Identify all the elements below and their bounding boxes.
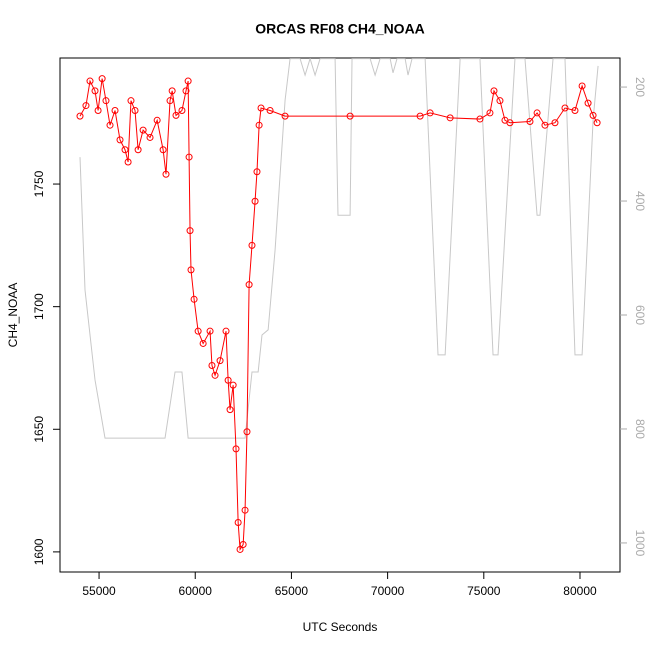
data-point — [224, 376, 232, 384]
data-point — [86, 77, 94, 85]
data-point — [106, 121, 114, 129]
data-point — [416, 112, 424, 120]
data-point — [187, 266, 195, 274]
data-point — [153, 116, 161, 124]
data-point — [561, 104, 569, 112]
data-point — [111, 106, 119, 114]
data-point — [490, 87, 498, 95]
data-point — [571, 106, 579, 114]
x-tick-label: 60000 — [179, 584, 213, 598]
data-point — [159, 146, 167, 154]
series-line — [79, 58, 599, 439]
data-point — [541, 121, 549, 129]
data-point — [229, 381, 237, 389]
data-point — [168, 87, 176, 95]
x-tick-label: 65000 — [275, 584, 309, 598]
data-point — [184, 77, 192, 85]
data-point — [222, 327, 230, 335]
data-point — [346, 112, 354, 120]
data-point — [245, 281, 253, 289]
data-point — [121, 146, 129, 154]
data-point — [593, 119, 601, 127]
x-tick-label: 80000 — [563, 584, 597, 598]
data-point — [226, 406, 234, 414]
y-tick-label: 1600 — [32, 538, 46, 565]
data-point — [199, 339, 207, 347]
data-point — [241, 506, 249, 514]
x-tick-label: 55000 — [82, 584, 116, 598]
data-point — [146, 133, 154, 141]
data-point — [76, 112, 84, 120]
data-point — [178, 106, 186, 114]
data-point — [266, 106, 274, 114]
data-point — [211, 371, 219, 379]
data-point — [236, 545, 244, 553]
x-axis-label: UTC Seconds — [303, 620, 378, 634]
data-point — [496, 97, 504, 105]
data-point — [589, 111, 597, 119]
data-point — [166, 97, 174, 105]
chart-title: ORCAS RF08 CH4_NOAA — [255, 21, 425, 37]
data-point — [578, 82, 586, 90]
y-tick-label: 1650 — [32, 416, 46, 443]
data-point — [127, 97, 135, 105]
data-point — [253, 168, 261, 176]
data-point — [206, 327, 214, 335]
plot-area — [76, 58, 601, 553]
data-point — [182, 87, 190, 95]
plot-frame — [59, 57, 621, 573]
data-point — [255, 121, 263, 129]
data-point — [139, 126, 147, 134]
y2-tick-label: 1000 — [633, 530, 647, 557]
data-point — [98, 75, 106, 83]
data-point — [551, 119, 559, 127]
data-point — [239, 541, 247, 549]
data-point — [216, 357, 224, 365]
y2-tick-label: 400 — [633, 191, 647, 211]
series-line — [79, 78, 598, 552]
data-point — [584, 99, 592, 107]
data-point — [162, 170, 170, 178]
data-point — [82, 102, 90, 110]
data-point — [172, 111, 180, 119]
data-point — [506, 119, 514, 127]
x-tick-label: 75000 — [467, 584, 501, 598]
data-point — [232, 445, 240, 453]
data-point — [533, 109, 541, 117]
data-point — [243, 428, 251, 436]
data-point — [194, 327, 202, 335]
data-point — [94, 106, 102, 114]
data-point — [116, 136, 124, 144]
data-point — [446, 114, 454, 122]
data-point — [476, 115, 484, 123]
data-point — [281, 112, 289, 120]
data-point — [486, 109, 494, 117]
data-point — [526, 118, 534, 126]
data-point — [190, 295, 198, 303]
data-point — [208, 362, 216, 370]
y2-tick-label: 200 — [633, 77, 647, 97]
y-tick-label: 1700 — [32, 293, 46, 320]
data-point — [251, 197, 259, 205]
y2-tick-label: 800 — [633, 419, 647, 439]
data-point — [102, 97, 110, 105]
y-tick-label: 1750 — [32, 170, 46, 197]
data-point — [426, 109, 434, 117]
data-point — [134, 146, 142, 154]
data-point — [185, 153, 193, 161]
y2-tick-label: 600 — [633, 305, 647, 325]
data-point — [257, 104, 265, 112]
data-point — [248, 241, 256, 249]
data-point — [131, 106, 139, 114]
x-tick-label: 70000 — [371, 584, 405, 598]
data-point — [91, 87, 99, 95]
data-point — [186, 227, 194, 235]
y-axis-label: CH4_NOAA — [6, 283, 20, 348]
data-point — [124, 158, 132, 166]
data-point — [234, 518, 242, 526]
